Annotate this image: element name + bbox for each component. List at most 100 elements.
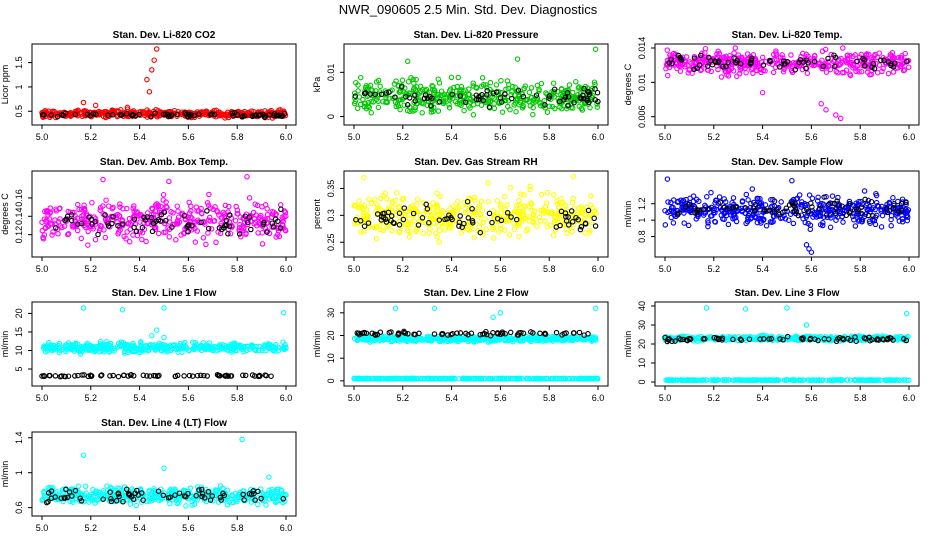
data-point-colored xyxy=(778,199,784,205)
data-point-black xyxy=(462,99,469,106)
data-point-colored xyxy=(357,101,364,108)
y-tick-label: 0.35 xyxy=(326,180,336,198)
data-point-colored xyxy=(486,96,492,103)
x-tick-label: 5.6 xyxy=(805,393,818,403)
data-point-colored xyxy=(840,45,846,51)
plot-frame xyxy=(343,43,609,126)
data-point-black xyxy=(486,210,493,217)
data-point-colored xyxy=(414,196,421,203)
y-tick-label: 0.12 xyxy=(14,226,24,244)
data-point-colored xyxy=(513,108,519,115)
x-tick-label: 5.2 xyxy=(708,132,721,142)
outlier-point xyxy=(784,305,790,311)
data-point-colored xyxy=(89,199,95,206)
x-tick-label: 5.8 xyxy=(854,132,867,142)
data-point-black xyxy=(386,89,392,95)
outlier-point xyxy=(823,107,829,113)
data-point-colored xyxy=(575,85,582,91)
data-point-colored xyxy=(419,110,425,116)
data-point-colored xyxy=(455,74,462,81)
y-tick-label: 20 xyxy=(326,330,336,340)
data-point-colored xyxy=(393,78,399,84)
x-tick-label: 5.4 xyxy=(445,132,458,142)
outlier-point xyxy=(161,305,167,311)
data-point-black xyxy=(457,213,463,219)
outlier-point xyxy=(592,46,599,53)
data-point-black xyxy=(537,330,543,337)
data-point-colored xyxy=(160,191,167,198)
y-tick-label: 0 xyxy=(326,378,336,383)
chart-title: Stan. Dev. Li-820 Pressure xyxy=(414,30,539,41)
data-point-colored xyxy=(175,208,181,214)
data-point-colored xyxy=(203,241,209,248)
x-tick-label: 6.0 xyxy=(903,264,916,274)
data-point-black xyxy=(242,372,249,379)
chart-title: Stan. Dev. Line 1 Flow xyxy=(112,288,217,299)
data-point-colored xyxy=(436,239,443,245)
data-point-colored xyxy=(356,198,362,204)
data-point-colored xyxy=(410,76,416,83)
x-tick-label: 5.8 xyxy=(231,393,244,403)
outlier-point xyxy=(166,178,172,185)
data-point-black xyxy=(196,111,202,117)
data-point-black xyxy=(801,207,807,214)
outlier-point xyxy=(149,67,155,73)
x-tick-label: 5.0 xyxy=(659,264,672,274)
data-point-black xyxy=(48,112,54,118)
data-point-colored xyxy=(365,103,371,110)
data-point-colored xyxy=(879,212,886,219)
page-title: NWR_090605 2.5 Min. Std. Dev. Diagnostic… xyxy=(338,2,598,17)
data-point-colored xyxy=(467,105,473,111)
data-point-colored xyxy=(49,111,56,117)
data-point-colored xyxy=(519,105,526,111)
data-point-colored xyxy=(140,109,147,115)
data-point-colored xyxy=(396,97,403,103)
x-tick-label: 5.2 xyxy=(397,393,410,403)
y-tick-label: 0.01 xyxy=(637,74,647,92)
outlier-point xyxy=(80,305,87,311)
y-tick-label: 1.5 xyxy=(14,56,24,69)
data-point-colored xyxy=(264,211,271,218)
data-point-black xyxy=(132,113,139,119)
outlier-point xyxy=(490,314,496,321)
x-tick-label: 5.6 xyxy=(182,264,195,274)
data-point-colored xyxy=(55,231,61,237)
y-tick-label: 30 xyxy=(326,308,336,318)
outlier-point xyxy=(144,76,150,83)
data-point-colored xyxy=(428,106,435,113)
data-point-colored xyxy=(888,223,894,229)
data-point-black xyxy=(421,95,428,102)
outlier-point xyxy=(431,305,438,312)
data-point-colored xyxy=(173,237,179,243)
data-point-colored xyxy=(370,99,377,105)
y-tick-label: 0.8 xyxy=(637,230,647,243)
data-point-colored xyxy=(460,88,466,95)
data-point-colored xyxy=(770,69,777,76)
x-tick-label: 5.8 xyxy=(543,264,556,274)
outlier-point xyxy=(808,249,815,255)
data-point-colored xyxy=(411,85,417,91)
data-point-colored xyxy=(589,85,596,92)
outlier-point xyxy=(149,332,155,339)
x-tick-label: 6.0 xyxy=(592,132,605,142)
data-point-colored xyxy=(353,79,359,86)
data-point-colored xyxy=(174,203,181,209)
data-point-colored xyxy=(435,76,441,82)
x-tick-label: 6.0 xyxy=(280,393,293,403)
data-point-colored xyxy=(373,235,380,242)
x-tick-label: 5.4 xyxy=(133,393,146,403)
data-point-colored xyxy=(493,82,500,88)
y-axis-label: ml/min xyxy=(623,331,633,358)
data-point-colored xyxy=(544,189,551,196)
x-tick-label: 5.8 xyxy=(231,132,244,142)
data-point-black xyxy=(232,110,238,116)
data-point-colored xyxy=(357,74,364,81)
data-point-colored xyxy=(436,91,442,98)
y-axis-label: ml/min xyxy=(312,331,322,358)
data-point-colored xyxy=(763,223,770,229)
outlier-point xyxy=(124,104,131,111)
data-point-black xyxy=(240,113,246,119)
y-tick-label: 40 xyxy=(637,301,647,311)
